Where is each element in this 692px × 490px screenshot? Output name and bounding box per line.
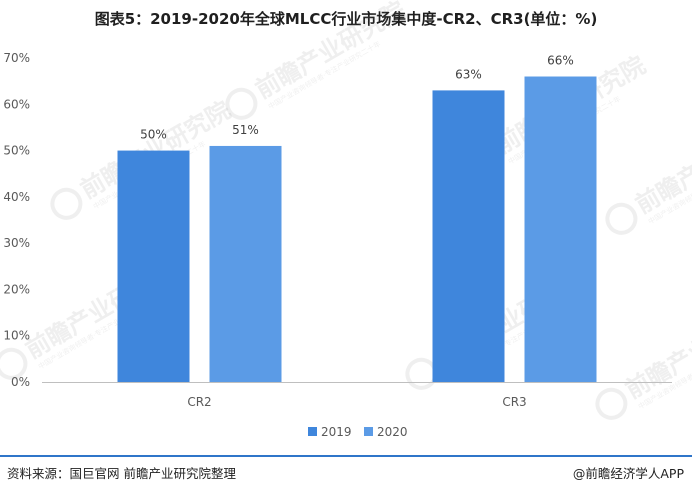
y-tick-label: 30% — [3, 236, 30, 250]
y-tick-label: 70% — [3, 51, 30, 65]
chart-title: 图表5：2019-2020年全球MLCC行业市场集中度-CR2、CR3(单位：%… — [94, 10, 598, 28]
watermark-logo-icon — [595, 387, 628, 420]
watermark-text: 前瞻产业研究院 — [251, 0, 410, 104]
watermark-logo-icon — [0, 347, 28, 380]
source-note: 资料来源：国巨官网 前瞻产业研究院整理 — [7, 466, 236, 481]
x-tick-label: CR2 — [187, 395, 211, 409]
watermark-logo-icon — [50, 187, 83, 220]
bar-cr3-2020 — [524, 76, 597, 382]
y-tick-label: 40% — [3, 190, 30, 204]
brand-credit: @前瞻经济学人APP — [572, 466, 684, 481]
data-label: 50% — [140, 128, 167, 142]
y-tick-label: 50% — [3, 144, 30, 158]
watermark-logo-icon — [225, 87, 258, 120]
bar-cr3-2019 — [432, 90, 505, 383]
legend-label: 2020 — [377, 425, 408, 439]
y-tick-label: 60% — [3, 97, 30, 111]
y-tick-label: 0% — [11, 375, 30, 389]
legend-swatch-2020 — [364, 427, 373, 436]
legend-label: 2019 — [321, 425, 352, 439]
data-label: 66% — [547, 54, 574, 68]
x-tick-label: CR3 — [502, 395, 526, 409]
bar-cr2-2019 — [117, 150, 190, 382]
bar-chart: 前瞻产业研究院中国产业咨询领导者·专注产业研究二十年前瞻产业研究院中国产业咨询领… — [0, 0, 692, 439]
data-label: 63% — [455, 67, 482, 81]
legend-swatch-2019 — [308, 427, 317, 436]
footer: 资料来源：国巨官网 前瞻产业研究院整理 @前瞻经济学人APP — [0, 455, 692, 490]
y-tick-label: 20% — [3, 282, 30, 296]
watermark-logo-icon — [605, 202, 638, 235]
bar-cr2-2020 — [209, 145, 282, 382]
watermark-text: 前瞻产业研究院 — [621, 296, 692, 404]
data-label: 51% — [232, 123, 259, 137]
y-tick-label: 10% — [3, 329, 30, 343]
